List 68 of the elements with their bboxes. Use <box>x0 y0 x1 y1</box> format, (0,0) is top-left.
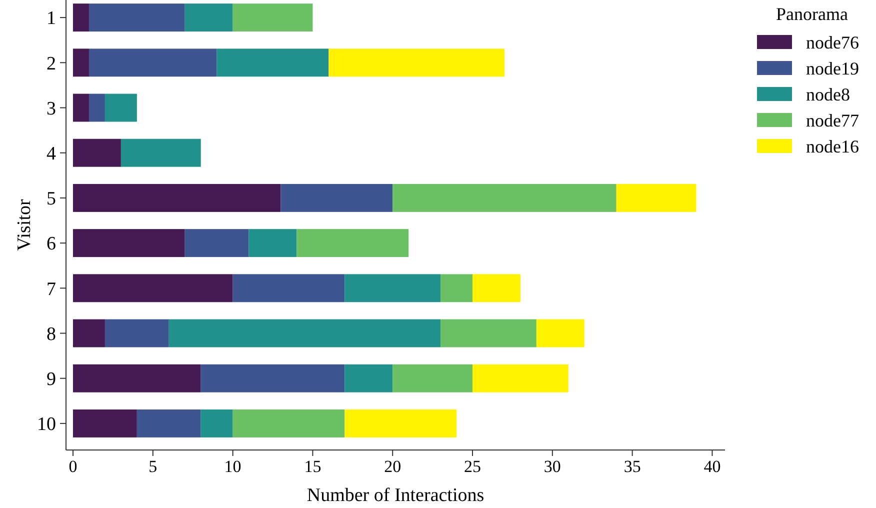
legend-label: node77 <box>806 110 859 130</box>
bar <box>232 274 345 302</box>
bar <box>344 364 393 392</box>
bar <box>392 364 473 392</box>
x-tick-label: 10 <box>224 457 242 476</box>
bar <box>296 229 409 258</box>
bar <box>232 4 313 32</box>
legend-title: Panorama <box>776 4 848 24</box>
bar <box>232 409 345 438</box>
bar <box>392 184 616 212</box>
x-axis-title: Number of Interactions <box>306 485 484 506</box>
y-tick-label: 4 <box>46 144 56 164</box>
y-axis-title: Visitor <box>14 198 35 251</box>
y-tick-label: 5 <box>46 188 56 210</box>
x-tick-label: 40 <box>704 457 721 476</box>
y-tick-label: 8 <box>46 324 56 345</box>
legend-label: node16 <box>806 136 859 156</box>
x-tick-label: 20 <box>384 457 402 476</box>
bar <box>440 274 473 302</box>
bar <box>328 48 504 77</box>
y-tick-label: 6 <box>46 234 56 255</box>
bar <box>73 4 89 32</box>
bar <box>136 409 201 438</box>
bar <box>104 94 137 122</box>
bar <box>73 364 201 392</box>
bar <box>88 4 185 32</box>
y-tick-label: 3 <box>46 98 56 120</box>
bar <box>73 184 281 212</box>
x-tick-label: 30 <box>544 457 561 476</box>
bar <box>200 409 233 438</box>
bar <box>280 184 393 212</box>
x-tick-label: 35 <box>624 457 641 476</box>
bar <box>344 274 441 302</box>
bar <box>472 364 568 392</box>
bar <box>616 184 696 212</box>
bar <box>440 319 536 348</box>
bar <box>200 364 345 392</box>
legend-label: node76 <box>806 32 859 52</box>
bar <box>184 4 233 32</box>
x-tick-label: 15 <box>304 457 322 476</box>
y-tick-label: 1 <box>46 8 56 30</box>
legend-label: node8 <box>806 84 850 104</box>
bar <box>344 409 457 438</box>
bar <box>73 319 105 348</box>
bar <box>536 319 584 348</box>
y-tick-label: 10 <box>37 414 56 436</box>
bar <box>120 138 201 167</box>
bar <box>88 48 217 77</box>
y-tick-label: 9 <box>46 369 56 390</box>
x-tick-label: 5 <box>148 457 158 476</box>
bar <box>88 94 105 122</box>
bar <box>73 138 121 167</box>
bar <box>168 319 441 348</box>
bar <box>73 229 185 258</box>
bar <box>472 274 520 302</box>
bar <box>73 409 137 438</box>
legend-label: node19 <box>806 58 859 78</box>
x-tick-label: 0 <box>68 457 78 476</box>
bar <box>184 229 249 258</box>
x-tick-label: 25 <box>464 457 482 476</box>
bar <box>216 48 329 77</box>
bar <box>104 319 169 348</box>
bar <box>73 94 89 122</box>
bar <box>73 274 233 302</box>
bar <box>248 229 297 258</box>
y-tick-label: 2 <box>46 53 56 74</box>
bar <box>73 48 89 77</box>
y-tick-label: 7 <box>46 278 56 300</box>
